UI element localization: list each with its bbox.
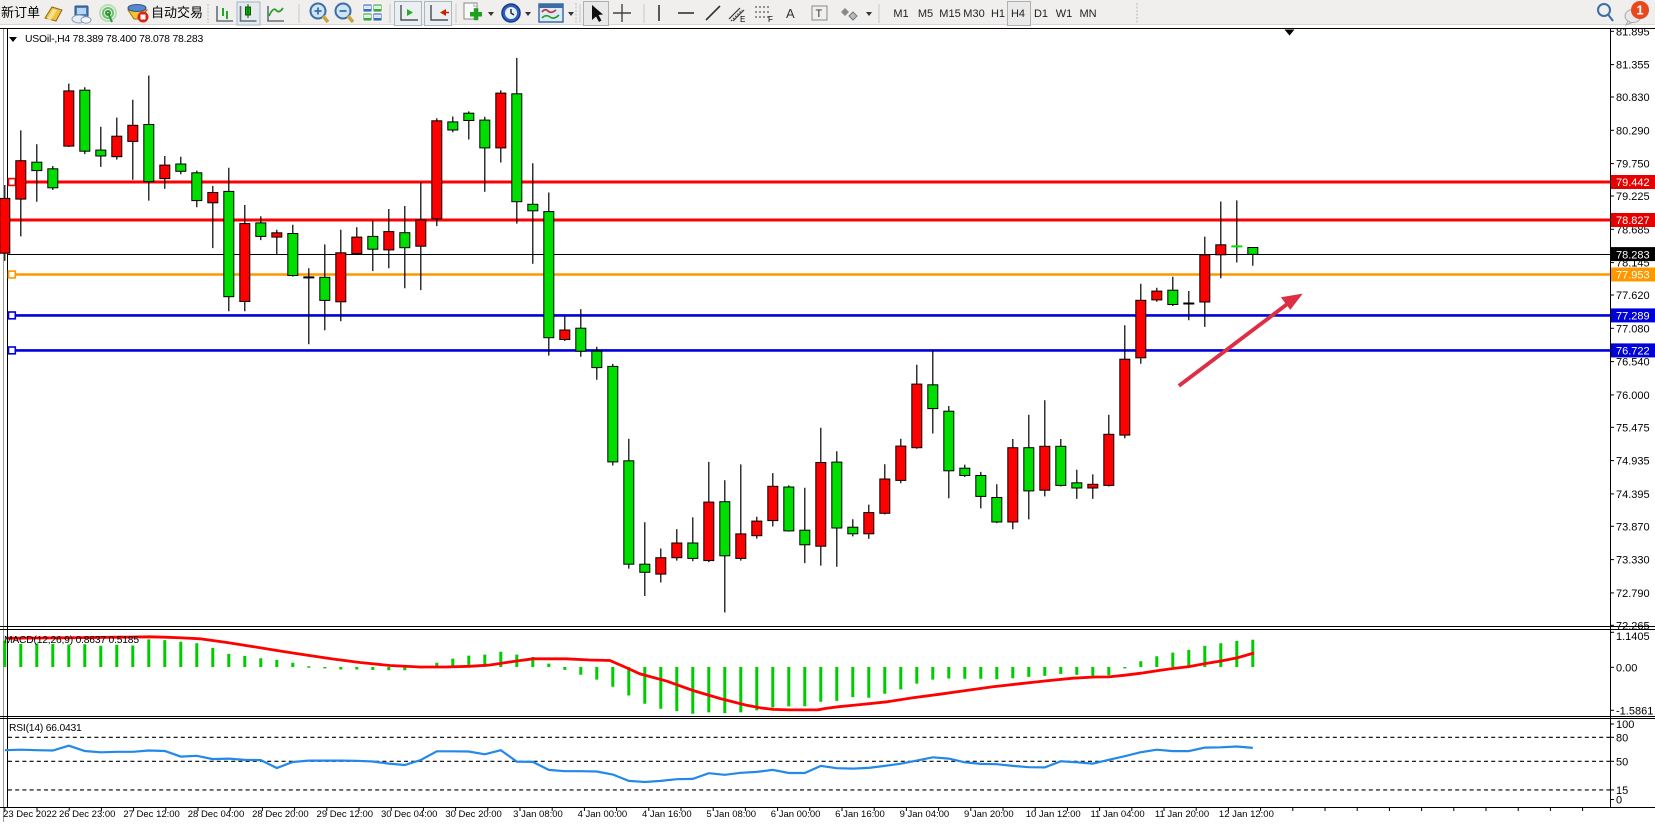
svg-text:USOil-,H4 78.389 78.400 78.07: USOil-,H4 78.389 78.400 78.078 78.283 bbox=[25, 34, 203, 45]
svg-text:26 Dec 23:00: 26 Dec 23:00 bbox=[59, 809, 116, 820]
svg-text:D1: D1 bbox=[1034, 8, 1048, 20]
svg-text:80.290: 80.290 bbox=[1616, 125, 1650, 137]
svg-text:30 Dec 20:00: 30 Dec 20:00 bbox=[445, 809, 502, 820]
svg-text:M30: M30 bbox=[963, 8, 984, 20]
svg-text:M15: M15 bbox=[939, 8, 960, 20]
svg-text:73.870: 73.870 bbox=[1616, 521, 1650, 533]
svg-text:新订单: 新订单 bbox=[1, 5, 40, 20]
svg-text:78.685: 78.685 bbox=[1616, 224, 1650, 236]
svg-text:73.330: 73.330 bbox=[1616, 555, 1650, 567]
svg-text:11 Jan 20:00: 11 Jan 20:00 bbox=[1155, 809, 1209, 820]
svg-text:77.620: 77.620 bbox=[1616, 290, 1650, 302]
svg-text:77.080: 77.080 bbox=[1616, 323, 1650, 335]
svg-text:28 Dec 20:00: 28 Dec 20:00 bbox=[252, 809, 309, 820]
svg-text:27 Dec 12:00: 27 Dec 12:00 bbox=[123, 809, 180, 820]
svg-text:15: 15 bbox=[1616, 785, 1628, 797]
svg-text:0.00: 0.00 bbox=[1616, 662, 1637, 674]
svg-text:77.953: 77.953 bbox=[1616, 270, 1650, 282]
svg-text:6 Jan 16:00: 6 Jan 16:00 bbox=[835, 809, 885, 820]
svg-text:1.1405: 1.1405 bbox=[1616, 631, 1650, 643]
svg-text:F: F bbox=[768, 15, 773, 24]
svg-text:74.395: 74.395 bbox=[1616, 489, 1650, 501]
svg-text:29 Dec 12:00: 29 Dec 12:00 bbox=[317, 809, 374, 820]
svg-text:M5: M5 bbox=[918, 8, 933, 20]
svg-text:10 Jan 12:00: 10 Jan 12:00 bbox=[1026, 809, 1081, 820]
svg-text:79.750: 79.750 bbox=[1616, 159, 1650, 171]
svg-text:W1: W1 bbox=[1056, 8, 1073, 20]
svg-text:78.283: 78.283 bbox=[1616, 249, 1650, 261]
svg-text:0: 0 bbox=[1616, 795, 1622, 807]
svg-text:77.289: 77.289 bbox=[1616, 311, 1650, 323]
svg-text:RSI(14) 66.0431: RSI(14) 66.0431 bbox=[9, 723, 82, 734]
svg-text:23 Dec 2022: 23 Dec 2022 bbox=[3, 809, 57, 820]
svg-text:76.722: 76.722 bbox=[1616, 346, 1650, 358]
svg-text:M1: M1 bbox=[893, 8, 908, 20]
svg-text:80.830: 80.830 bbox=[1616, 92, 1650, 104]
svg-text:75.475: 75.475 bbox=[1616, 422, 1650, 434]
svg-text:E: E bbox=[740, 15, 745, 24]
svg-text:6 Jan 00:00: 6 Jan 00:00 bbox=[771, 809, 821, 820]
svg-text:74.935: 74.935 bbox=[1616, 456, 1650, 468]
svg-text:50: 50 bbox=[1616, 756, 1628, 768]
svg-text:76.000: 76.000 bbox=[1616, 390, 1650, 402]
svg-text:11 Jan 04:00: 11 Jan 04:00 bbox=[1090, 809, 1144, 820]
svg-text:81.895: 81.895 bbox=[1616, 26, 1650, 38]
svg-text:3 Jan 08:00: 3 Jan 08:00 bbox=[513, 809, 563, 820]
svg-text:5 Jan 08:00: 5 Jan 08:00 bbox=[706, 809, 756, 820]
svg-text:MN: MN bbox=[1079, 8, 1096, 20]
svg-text:28 Dec 04:00: 28 Dec 04:00 bbox=[188, 809, 245, 820]
svg-text:H1: H1 bbox=[991, 8, 1005, 20]
svg-text:76.540: 76.540 bbox=[1616, 357, 1650, 369]
svg-text:4 Jan 16:00: 4 Jan 16:00 bbox=[642, 809, 692, 820]
svg-text:T: T bbox=[816, 8, 823, 20]
svg-text:79.225: 79.225 bbox=[1616, 191, 1650, 203]
svg-text:80: 80 bbox=[1616, 732, 1628, 744]
svg-text:9 Jan 04:00: 9 Jan 04:00 bbox=[900, 809, 950, 820]
svg-text:A: A bbox=[786, 6, 795, 21]
svg-text:81.355: 81.355 bbox=[1616, 60, 1650, 72]
svg-text:-1.5861: -1.5861 bbox=[1616, 705, 1653, 717]
svg-text:自动交易: 自动交易 bbox=[151, 5, 203, 20]
svg-text:78.827: 78.827 bbox=[1616, 215, 1650, 227]
svg-text:100: 100 bbox=[1616, 719, 1634, 731]
svg-text:30 Dec 04:00: 30 Dec 04:00 bbox=[381, 809, 438, 820]
svg-text:1: 1 bbox=[1636, 3, 1643, 18]
svg-text:MACD(12,26,9) 0.8637 0.5185: MACD(12,26,9) 0.8637 0.5185 bbox=[4, 635, 139, 646]
svg-text:H4: H4 bbox=[1011, 8, 1025, 20]
svg-text:12 Jan 12:00: 12 Jan 12:00 bbox=[1219, 809, 1274, 820]
svg-text:72.790: 72.790 bbox=[1616, 588, 1650, 600]
svg-text:9 Jan 20:00: 9 Jan 20:00 bbox=[964, 809, 1014, 820]
svg-text:4 Jan 00:00: 4 Jan 00:00 bbox=[578, 809, 628, 820]
svg-text:79.442: 79.442 bbox=[1616, 177, 1650, 189]
